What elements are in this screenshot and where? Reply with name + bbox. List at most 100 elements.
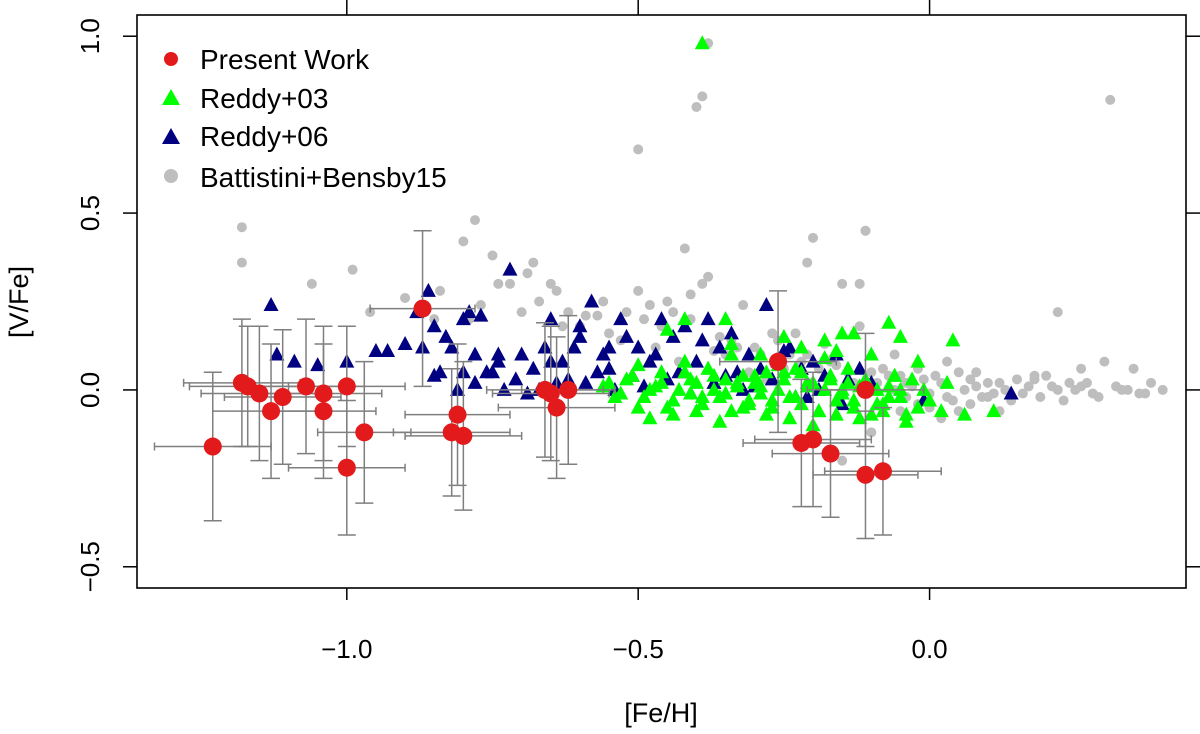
data-point-reddy-06 xyxy=(764,371,780,386)
data-point-battistini-bensby15 xyxy=(644,300,655,311)
data-point-reddy-03 xyxy=(904,371,920,386)
data-point-reddy-03 xyxy=(869,396,885,411)
data-point-battistini-bensby15 xyxy=(959,384,970,395)
data-point-reddy-03 xyxy=(892,381,908,396)
data-point-present-work xyxy=(355,423,374,442)
data-point-battistini-bensby15 xyxy=(598,296,609,307)
data-point-reddy-03 xyxy=(852,410,868,425)
data-point-reddy-06 xyxy=(665,328,681,343)
data-point-reddy-06 xyxy=(473,307,489,322)
data-point-battistini-bensby15 xyxy=(475,300,486,311)
data-point-reddy-03 xyxy=(683,371,699,386)
data-point-reddy-06 xyxy=(438,328,454,343)
data-point-reddy-06 xyxy=(467,374,483,389)
data-point-reddy-03 xyxy=(881,378,897,393)
data-point-battistini-bensby15 xyxy=(604,328,615,339)
legend-marker-reddy03 xyxy=(162,89,180,105)
data-point-battistini-bensby15 xyxy=(854,278,865,289)
data-point-battistini-bensby15 xyxy=(1146,377,1157,388)
data-point-reddy-03 xyxy=(834,325,850,340)
legend-marker-battistini-bensby15 xyxy=(164,169,178,183)
data-point-reddy-03 xyxy=(945,332,961,347)
data-point-reddy-03 xyxy=(712,413,728,428)
data-point-reddy-06 xyxy=(688,353,704,368)
data-point-present-work xyxy=(337,458,356,477)
data-point-reddy-06 xyxy=(572,328,588,343)
data-point-reddy-03 xyxy=(613,385,629,400)
data-point-reddy-03 xyxy=(659,399,675,414)
data-point-reddy-03 xyxy=(823,371,839,386)
data-point-battistini-bensby15 xyxy=(697,278,708,289)
data-point-reddy-03 xyxy=(654,364,669,379)
data-point-reddy-03 xyxy=(753,385,769,400)
data-point-reddy-03 xyxy=(735,367,751,382)
data-point-reddy-03 xyxy=(694,35,710,50)
data-point-reddy-06 xyxy=(426,318,442,333)
data-point-battistini-bensby15 xyxy=(1041,370,1052,381)
data-point-reddy-06 xyxy=(723,325,739,340)
data-point-reddy-06 xyxy=(508,371,524,386)
data-point-reddy-06 xyxy=(519,385,535,400)
data-point-battistini-bensby15 xyxy=(866,427,877,438)
data-point-reddy-03 xyxy=(718,311,734,326)
data-point-reddy-03 xyxy=(898,406,914,421)
data-point-reddy-03 xyxy=(939,374,955,389)
data-point-reddy-03 xyxy=(910,353,926,368)
data-point-battistini-bensby15 xyxy=(516,307,527,318)
data-point-battistini-bensby15 xyxy=(854,321,865,332)
data-point-present-work xyxy=(203,437,222,456)
data-point-present-work xyxy=(250,384,269,403)
data-point-reddy-03 xyxy=(677,353,693,368)
data-point-battistini-bensby15 xyxy=(633,144,644,155)
data-point-battistini-bensby15 xyxy=(662,296,673,307)
data-point-battistini-bensby15 xyxy=(580,310,591,321)
data-point-reddy-03 xyxy=(776,328,792,343)
data-point-reddy-03 xyxy=(753,378,769,393)
data-point-reddy-03 xyxy=(817,350,833,365)
data-point-battistini-bensby15 xyxy=(1076,363,1087,374)
data-point-battistini-bensby15 xyxy=(236,257,247,268)
data-point-reddy-03 xyxy=(793,339,809,354)
data-point-battistini-bensby15 xyxy=(971,367,982,378)
data-point-battistini-bensby15 xyxy=(1064,377,1075,388)
data-point-reddy-03 xyxy=(624,367,640,382)
data-point-reddy-03 xyxy=(671,381,687,396)
data-point-reddy-03 xyxy=(846,399,862,414)
data-point-reddy-06 xyxy=(799,389,815,403)
data-point-battistini-bensby15 xyxy=(633,285,644,296)
data-point-reddy-06 xyxy=(642,353,658,368)
data-point-battistini-bensby15 xyxy=(1058,395,1069,406)
data-point-reddy-06 xyxy=(852,360,868,375)
data-point-reddy-03 xyxy=(723,335,739,350)
data-point-battistini-bensby15 xyxy=(685,289,696,300)
data-point-battistini-bensby15 xyxy=(808,232,819,243)
data-point-reddy-03 xyxy=(840,360,856,375)
data-point-reddy-06 xyxy=(455,311,471,326)
data-point-present-work xyxy=(547,398,566,417)
data-point-reddy-03 xyxy=(881,314,897,329)
data-point-reddy-03 xyxy=(811,403,827,418)
data-point-battistini-bensby15 xyxy=(860,225,871,236)
data-point-battistini-bensby15 xyxy=(458,236,469,247)
data-point-reddy-03 xyxy=(776,364,792,379)
data-point-battistini-bensby15 xyxy=(534,296,545,307)
data-point-battistini-bensby15 xyxy=(790,328,801,339)
data-point-reddy-06 xyxy=(630,339,646,354)
data-point-battistini-bensby15 xyxy=(1046,381,1057,392)
data-point-reddy-06 xyxy=(735,381,751,396)
legend: Present Work Reddy+03 Reddy+06 Battistin… xyxy=(162,44,447,193)
data-point-battistini-bensby15 xyxy=(965,374,976,385)
data-point-reddy-06 xyxy=(706,374,722,389)
data-point-reddy-06 xyxy=(758,297,774,312)
data-point-reddy-03 xyxy=(846,325,862,340)
data-point-present-work xyxy=(314,384,333,403)
data-point-reddy-03 xyxy=(817,332,833,347)
data-point-reddy-03 xyxy=(595,378,611,393)
data-point-battistini-bensby15 xyxy=(1093,392,1104,402)
data-point-present-work xyxy=(856,465,875,484)
legend-label-battistini-bensby15: Battistini+Bensby15 xyxy=(200,162,447,193)
data-point-reddy-03 xyxy=(892,389,908,403)
data-point-reddy-03 xyxy=(788,389,804,403)
data-point-reddy-06 xyxy=(572,318,588,333)
